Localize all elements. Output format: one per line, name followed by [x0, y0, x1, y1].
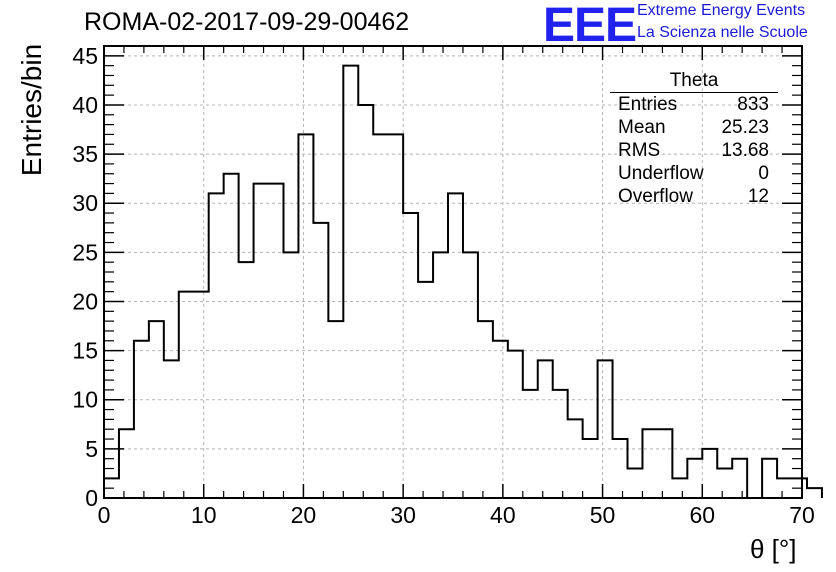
x-tick-label: 50: [590, 502, 616, 528]
stats-label: Underflow: [618, 163, 704, 184]
histogram-bin: [508, 351, 523, 498]
stats-title: Theta: [610, 70, 778, 93]
stats-label: Entries: [618, 94, 678, 115]
logo-subtitle-line2: La Scienza nelle Scuole: [637, 24, 808, 41]
y-tick-label: 0: [85, 485, 98, 511]
histogram-bin: [672, 478, 687, 498]
histogram-bin: [149, 321, 164, 498]
histogram-bin: [119, 429, 134, 498]
histogram-bin: [104, 478, 119, 498]
histogram-bin: [717, 469, 732, 498]
histogram-bin: [642, 429, 657, 498]
x-tick-label: 70: [789, 502, 815, 528]
y-tick-label: 35: [72, 141, 98, 167]
histogram-bin: [583, 439, 598, 498]
histogram-bin: [164, 360, 179, 498]
plot-frame: [103, 45, 803, 499]
histogram-bin: [433, 252, 448, 498]
histogram-bin: [628, 469, 643, 498]
histogram-bin: [358, 105, 373, 498]
histogram-bin: [283, 252, 298, 498]
histogram-bin: [702, 449, 717, 498]
tick-labels: 0 10 20 30 40 50 60 70 0 5 10 15 20 25 30 35 40 45: [72, 43, 814, 528]
stats-value: 0: [758, 163, 769, 184]
x-tick-label: 40: [490, 502, 516, 528]
histogram-bin: [568, 419, 583, 498]
chart-title: ROMA-02-2017-09-29-00462: [84, 8, 410, 36]
histogram-bin: [194, 292, 209, 498]
stats-label: Mean: [618, 117, 666, 138]
stats-row-overflow: Overflow 12: [610, 185, 778, 208]
histogram-bin: [762, 459, 777, 498]
axis-ticks: [103, 45, 803, 499]
x-tick-label: 30: [390, 502, 416, 528]
histogram-bin: [179, 292, 194, 498]
y-tick-label: 45: [72, 43, 98, 69]
x-axis-label: θ [°]: [750, 534, 797, 564]
histogram-bin: [209, 193, 224, 498]
x-tick-label: 10: [191, 502, 217, 528]
x-tick-label: 20: [291, 502, 317, 528]
histogram-outline: [103, 64, 823, 499]
stats-value: 25.23: [721, 117, 769, 138]
histogram-bin: [418, 282, 433, 498]
stats-box: Theta Entries 833 Mean 25.23 RMS 13.68 U…: [610, 70, 778, 208]
histogram-bin: [328, 321, 343, 498]
histogram-bin: [807, 488, 822, 498]
histogram-bin: [493, 341, 508, 498]
stats-value: 833: [737, 94, 769, 115]
histogram-bin: [687, 459, 702, 498]
stats-value: 13.68: [721, 140, 769, 161]
histogram-bin: [657, 429, 672, 498]
stats-label: Overflow: [618, 186, 693, 207]
histogram-bin: [313, 223, 328, 498]
histogram-bin: [224, 174, 239, 498]
stats-row-entries: Entries 833: [610, 93, 778, 116]
histogram-bin: [448, 193, 463, 498]
y-tick-label: 5: [85, 436, 98, 462]
histogram-bin: [298, 134, 313, 498]
histogram-bin: [403, 213, 418, 498]
y-tick-label: 40: [72, 92, 98, 118]
histogram-bin: [613, 439, 628, 498]
grid-lines: [104, 46, 802, 498]
histogram-bin: [478, 321, 493, 498]
y-tick-label: 25: [72, 239, 98, 265]
y-axis-label: Entries/bin: [16, 43, 47, 177]
y-tick-label: 20: [72, 288, 98, 314]
histogram-bin: [523, 390, 538, 498]
histogram-bin: [598, 360, 613, 498]
stats-row-rms: RMS 13.68: [610, 139, 778, 162]
logo-subtitle-line1: Extreme Energy Events: [637, 2, 806, 19]
histogram-bin: [538, 360, 553, 498]
histogram-bin: [254, 184, 269, 498]
x-tick-label: 60: [689, 502, 715, 528]
histogram-bin: [388, 134, 403, 498]
histogram-bin: [777, 478, 792, 498]
histogram-bin: [134, 341, 149, 498]
histogram-bin: [792, 478, 807, 498]
histogram-bin: [553, 390, 568, 498]
histogram-bin: [373, 134, 388, 498]
y-tick-label: 15: [72, 338, 98, 364]
stats-value: 12: [747, 186, 769, 207]
y-tick-label: 30: [72, 190, 98, 216]
y-tick-label: 10: [72, 387, 98, 413]
x-tick-label: 0: [98, 502, 111, 528]
stats-row-mean: Mean 25.23: [610, 116, 778, 139]
stats-label: RMS: [618, 140, 661, 161]
stats-row-underflow: Underflow 0: [610, 162, 778, 185]
histogram-bin: [463, 252, 478, 498]
histogram-bin: [343, 66, 358, 498]
histogram-bin: [732, 459, 747, 498]
histogram-bin: [269, 184, 284, 498]
eee-logo: EEE: [543, 0, 637, 52]
histogram-bin: [239, 262, 254, 498]
